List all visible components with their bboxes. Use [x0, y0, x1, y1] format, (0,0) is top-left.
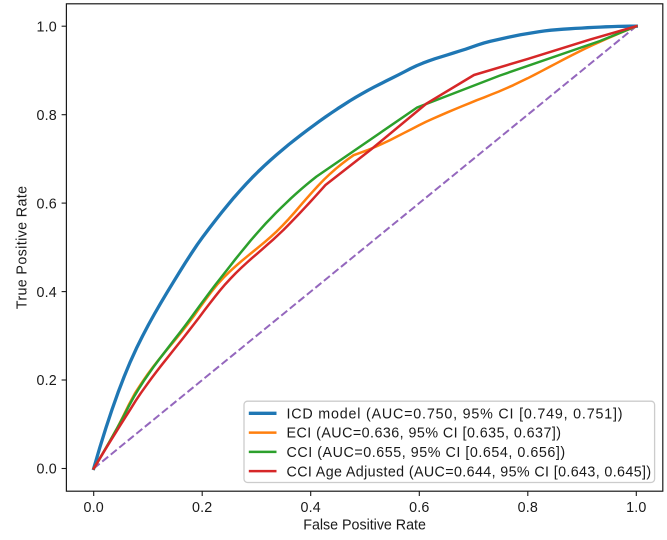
svg-text:1.0: 1.0 [37, 19, 57, 35]
svg-text:0.0: 0.0 [37, 462, 57, 478]
svg-text:0.6: 0.6 [37, 196, 57, 212]
svg-text:0.2: 0.2 [192, 500, 212, 516]
svg-text:True Positive Rate: True Positive Rate [15, 186, 31, 310]
svg-text:0.4: 0.4 [301, 500, 321, 516]
svg-text:0.2: 0.2 [37, 373, 57, 389]
svg-text:0.0: 0.0 [84, 500, 104, 516]
svg-text:False Positive Rate: False Positive Rate [303, 518, 426, 534]
svg-text:0.8: 0.8 [518, 500, 538, 516]
svg-text:0.8: 0.8 [37, 108, 57, 124]
svg-text:CCI Age Adjusted (AUC=0.644, 9: CCI Age Adjusted (AUC=0.644, 95% CI [0.6… [287, 464, 652, 480]
svg-text:CCI (AUC=0.655, 95% CI [0.654,: CCI (AUC=0.655, 95% CI [0.654, 0.656]) [287, 445, 566, 461]
svg-text:0.6: 0.6 [409, 500, 429, 516]
svg-text:0.4: 0.4 [37, 285, 57, 301]
svg-text:ECI (AUC=0.636, 95% CI [0.635,: ECI (AUC=0.636, 95% CI [0.635, 0.637]) [287, 426, 562, 442]
svg-text:ICD model (AUC=0.750, 95% CI [: ICD model (AUC=0.750, 95% CI [0.749, 0.7… [287, 406, 624, 422]
svg-text:1.0: 1.0 [626, 500, 646, 516]
